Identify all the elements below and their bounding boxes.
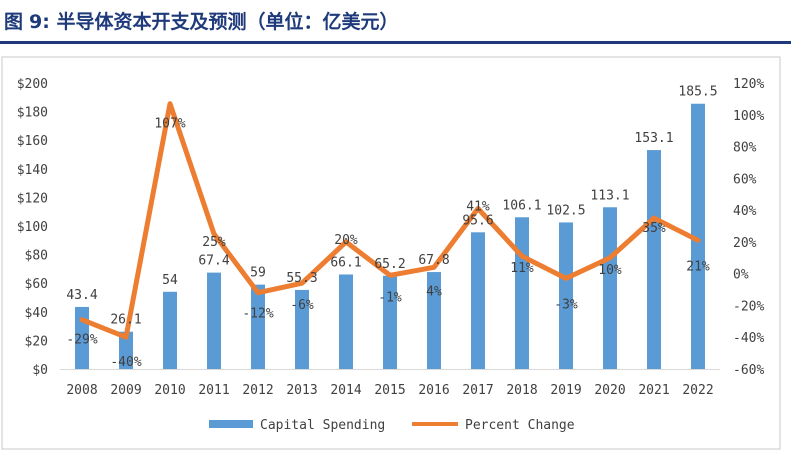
- bar-value-label: 65.2: [374, 257, 405, 272]
- x-tick-label: 2008: [66, 383, 97, 398]
- bar-value-label: 59: [250, 266, 266, 281]
- x-tick-label: 2017: [462, 383, 493, 398]
- x-tick-label: 2011: [198, 383, 229, 398]
- x-tick-label: 2015: [374, 383, 405, 398]
- bar-data-labels: 43.4 26.1 54 67.4 59 55.3 66.1 65.2 67.8 95.6 106.…: [66, 85, 717, 328]
- line-value-label: 25%: [202, 235, 226, 250]
- bar-value-label: 26.1: [110, 313, 141, 328]
- line-value-label: 20%: [334, 233, 358, 248]
- line-value-label: 35%: [642, 221, 666, 236]
- bar-value-label: 102.5: [546, 203, 585, 218]
- x-tick-label: 2019: [550, 383, 581, 398]
- x-tick-label: 2013: [286, 383, 317, 398]
- legend: Capital Spending Percent Change: [209, 418, 575, 433]
- bar-2020: [603, 207, 617, 369]
- right-tick-label: -20%: [733, 299, 764, 314]
- legend-label-capital-spending: Capital Spending: [260, 418, 385, 433]
- line-value-label: -29%: [66, 333, 97, 348]
- figure-title: 图 9: 半导体资本开支及预测（单位：亿美元）: [4, 6, 398, 38]
- bar-value-label: 95.6: [462, 213, 493, 228]
- bar-2021: [647, 150, 661, 369]
- right-tick-label: 100%: [733, 109, 764, 124]
- figure-label: 图: [4, 11, 24, 33]
- line-value-label: 107%: [154, 117, 185, 132]
- legend-label-percent-change: Percent Change: [465, 418, 575, 433]
- left-tick-label: $200: [17, 77, 48, 92]
- left-axis: $0 $20 $40 $60 $80 $100 $120 $140 $160 $180 $200: [17, 77, 48, 378]
- x-tick-label: 2022: [682, 383, 713, 398]
- bar-value-label: 67.4: [198, 254, 229, 269]
- right-tick-label: 80%: [733, 141, 757, 156]
- left-tick-label: $120: [17, 191, 48, 206]
- left-tick-label: $40: [25, 306, 48, 321]
- line-value-label: 11%: [510, 261, 534, 276]
- x-axis: 2008 2009 2010 2011 2012 2013 2014 2015 2016 2017…: [66, 383, 713, 398]
- right-tick-label: 20%: [733, 236, 757, 251]
- left-tick-label: $140: [17, 163, 48, 178]
- x-tick-label: 2021: [638, 383, 669, 398]
- right-tick-label: -40%: [733, 331, 764, 346]
- right-tick-label: 0%: [733, 268, 749, 283]
- line-value-label: 4%: [426, 284, 442, 299]
- bar-2009: [119, 331, 133, 369]
- bar-2012: [251, 284, 265, 369]
- left-tick-label: $180: [17, 106, 48, 121]
- left-tick-label: $60: [25, 277, 48, 292]
- left-tick-label: $0: [32, 363, 48, 378]
- x-tick-label: 2018: [506, 383, 537, 398]
- bar-value-label: 55.3: [286, 271, 317, 286]
- bar-value-label: 106.1: [502, 198, 541, 213]
- bar-value-label: 185.5: [678, 85, 717, 100]
- right-axis: -60% -40% -20% 0% 20% 40% 60% 80% 100% 120%: [733, 77, 764, 378]
- bar-2022: [691, 103, 705, 370]
- bar-2019: [559, 222, 573, 369]
- line-value-label: 41%: [466, 200, 490, 215]
- line-value-label: -3%: [554, 297, 578, 312]
- x-tick-label: 2016: [418, 383, 449, 398]
- bar-2013: [295, 289, 309, 369]
- line-value-label: -1%: [378, 290, 402, 305]
- x-tick-label: 2010: [154, 383, 185, 398]
- x-tick-label: 2014: [330, 383, 361, 398]
- figure-title-text: 半导体资本开支及预测（单位：亿美元）: [56, 11, 399, 33]
- bar-2014: [339, 274, 353, 369]
- bar-value-label: 43.4: [66, 288, 97, 303]
- bar-2016: [427, 272, 441, 369]
- bar-2017: [471, 232, 485, 369]
- line-value-label: 21%: [686, 259, 710, 274]
- left-tick-label: $160: [17, 134, 48, 149]
- right-tick-label: 60%: [733, 172, 757, 187]
- left-tick-label: $20: [25, 334, 48, 349]
- legend-swatch-capital-spending: [209, 420, 253, 428]
- x-tick-label: 2020: [594, 383, 625, 398]
- x-tick-label: 2012: [242, 383, 273, 398]
- right-tick-label: 120%: [733, 77, 764, 92]
- x-tick-label: 2009: [110, 383, 141, 398]
- left-tick-label: $100: [17, 220, 48, 235]
- left-tick-label: $80: [25, 249, 48, 264]
- figure-number: 9:: [29, 11, 50, 33]
- bar-value-label: 153.1: [634, 131, 673, 146]
- line-value-label: 10%: [598, 263, 622, 278]
- line-value-label: -12%: [242, 307, 273, 322]
- chart-frame: [1, 56, 781, 450]
- bar-2018: [515, 217, 529, 369]
- bar-2011: [207, 272, 221, 369]
- bar-value-label: 66.1: [330, 255, 361, 270]
- bar-2015: [383, 275, 397, 369]
- bar-value-label: 54: [162, 273, 178, 288]
- line-data-labels: -29% -40% 107% 25% -12% -6% 20% -1% 4% 41% 11% -3% 1…: [66, 117, 710, 371]
- line-value-label: -6%: [290, 298, 314, 313]
- bar-2010: [163, 291, 177, 369]
- title-rule: [0, 41, 791, 44]
- right-tick-label: -60%: [733, 363, 764, 378]
- bar-value-label: 113.1: [590, 188, 629, 203]
- line-series: [79, 101, 701, 340]
- bar-value-label: 67.8: [418, 253, 449, 268]
- bar-series: [75, 103, 705, 370]
- line-value-label: -40%: [110, 355, 141, 370]
- right-tick-label: 40%: [733, 204, 757, 219]
